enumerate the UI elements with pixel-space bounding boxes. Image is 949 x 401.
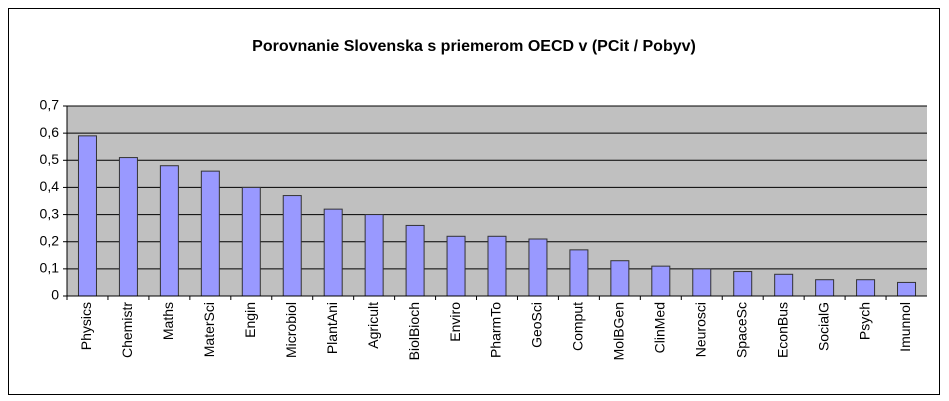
x-tick-label: PlantAni	[324, 302, 340, 354]
x-tick-label: GeoSci	[529, 302, 545, 348]
bar	[774, 273, 794, 297]
x-tick-label: SocialG	[815, 302, 831, 351]
y-tick-label: 0,6	[40, 124, 60, 140]
x-tick-label: PharmTo	[488, 302, 504, 358]
x-tick-label: Chemistr	[119, 302, 135, 358]
chart-title: Porovnanie Slovenska s priemerom OECD v …	[252, 38, 696, 55]
y-tick-label: 0,5	[40, 151, 60, 167]
bar	[405, 224, 425, 297]
x-tick-label: Physics	[78, 302, 94, 350]
y-tick-label: 0,7	[40, 97, 60, 113]
y-tick-label: 0,3	[40, 205, 60, 221]
bar	[733, 271, 753, 297]
bar	[118, 157, 138, 297]
x-tick-label: EconBus	[774, 302, 790, 358]
x-tick-label: Comput	[570, 302, 586, 351]
bar	[323, 208, 343, 297]
y-tick-label: 0,2	[40, 232, 60, 248]
bar	[692, 268, 712, 297]
x-tick-label: SpaceSc	[733, 302, 749, 358]
bar	[159, 165, 179, 297]
bar	[610, 260, 630, 297]
bar	[241, 186, 261, 297]
x-tick-label: Agricult	[365, 302, 381, 349]
x-tick-label: Enviro	[447, 302, 463, 342]
bar	[487, 235, 507, 297]
bar	[651, 265, 671, 297]
bar	[77, 135, 97, 297]
bar	[282, 195, 302, 297]
bar	[528, 238, 548, 297]
x-tick-label: BiolBioch	[406, 302, 422, 360]
bar	[815, 279, 835, 297]
bar	[200, 170, 220, 297]
y-tick-label: 0	[51, 287, 59, 303]
x-tick-label: MolBGen	[611, 302, 627, 360]
bar	[364, 214, 384, 297]
x-tick-label: ClinMed	[652, 302, 668, 353]
x-tick-label: Neurosci	[692, 302, 708, 357]
x-tick-label: Microbiol	[283, 302, 299, 358]
x-tick-label: Psych	[856, 302, 872, 340]
x-tick-label: Engin	[242, 302, 258, 338]
bar	[897, 281, 917, 297]
y-tick-label: 0,1	[40, 260, 60, 276]
y-tick-label: 0,4	[40, 178, 60, 194]
bar	[569, 249, 589, 297]
x-tick-label: Maths	[160, 302, 176, 340]
x-tick-label: MaterSci	[201, 302, 217, 357]
bar	[856, 279, 876, 297]
bar	[446, 235, 466, 297]
x-tick-label: Imunnol	[897, 302, 913, 352]
